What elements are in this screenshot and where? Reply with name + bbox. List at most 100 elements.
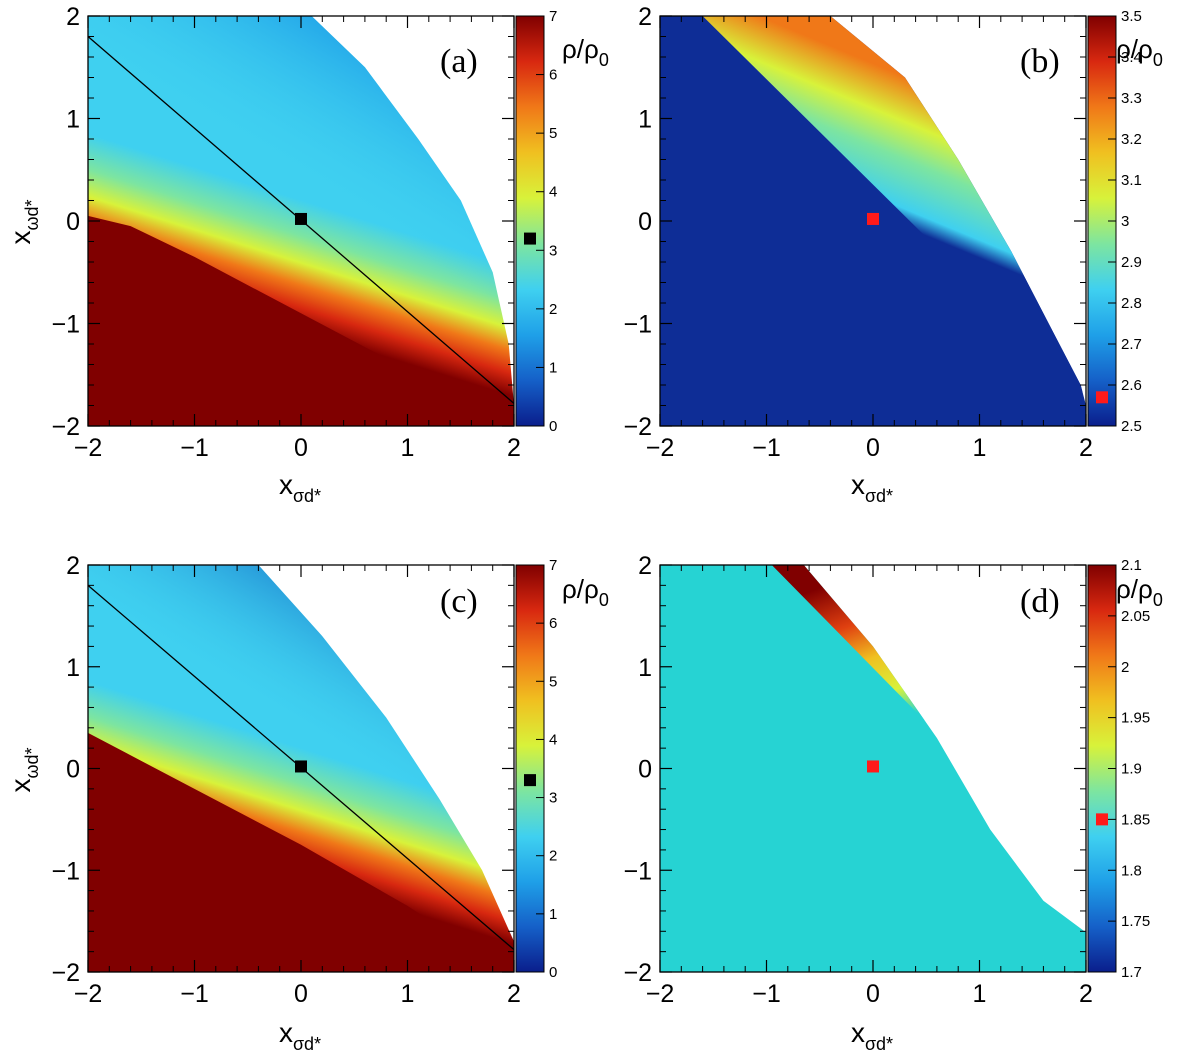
x-tick-label-c: 1 <box>401 980 415 1008</box>
colorbar-tick-label-b: 2.7 <box>1121 336 1142 353</box>
y-tick-label-b: −1 <box>623 311 652 339</box>
x-tick-label-a: 0 <box>294 434 308 462</box>
y-tick-label-c: −1 <box>51 857 80 885</box>
x-tick-label-d: 0 <box>866 980 880 1008</box>
x-axis-title-a: xσd* <box>279 469 321 506</box>
x-tick-label-a: 2 <box>507 434 521 462</box>
colorbar-tick-label-a: 1 <box>549 359 557 376</box>
y-tick-label-d: −2 <box>623 959 652 987</box>
colorbar-tick-label-d: 1.8 <box>1121 862 1142 879</box>
colorbar-tick-label-b: 3.3 <box>1121 90 1142 107</box>
colorbar-tick-label-c: 3 <box>549 790 557 807</box>
panel-c-heatmap: (c) ρ/ρ0 xωd* xσd* −2 −1 0 1 2 −2 −1 0 1 2 0 1 2 3 4 5 6… <box>5 552 609 1054</box>
reference-point-marker-c <box>295 760 307 773</box>
x-tick-label-d: 1 <box>973 980 987 1008</box>
colorbar-tick-label-b: 3.2 <box>1121 131 1142 148</box>
colorbar-marker-b <box>1096 391 1108 404</box>
colorbar-tick-label-a: 2 <box>549 301 557 318</box>
panel-d-heatmap: (d) ρ/ρ0 xσd* −2 −1 0 1 2 −2 −1 0 1 2 1.7 1.75 1.8 1.… <box>623 552 1162 1054</box>
colorbar-tick-label-b: 2.9 <box>1121 254 1142 271</box>
y-tick-label-a: 1 <box>66 106 80 134</box>
y-tick-label-b: 2 <box>638 3 652 31</box>
panel-tag-d: (d) <box>1020 583 1060 620</box>
colorbar-tick-label-c: 4 <box>549 731 557 748</box>
gradient-band-b <box>702 16 1086 396</box>
colorbar-a <box>516 16 544 426</box>
colorbar-tick-label-b: 2.6 <box>1121 377 1142 394</box>
colorbar-tick-label-a: 4 <box>549 184 557 201</box>
colorbar-tick-label-a: 6 <box>549 67 557 84</box>
colorbar-tick-label-b: 3.4 <box>1121 49 1142 66</box>
x-axis-title-d: xσd* <box>851 1017 893 1054</box>
x-tick-label-c: −2 <box>74 980 103 1008</box>
colorbar-tick-label-c: 0 <box>549 964 557 981</box>
reference-point-marker-b <box>867 212 879 225</box>
colorbar-label-b: ρ/ρ0 <box>1116 34 1163 70</box>
colorbar-tick-label-a: 5 <box>549 125 557 142</box>
y-tick-label-c: 1 <box>66 654 80 682</box>
saturated-region-c <box>88 732 514 972</box>
colorbar-tick-label-b: 2.8 <box>1121 295 1142 312</box>
x-tick-label-b: 2 <box>1079 434 1093 462</box>
x-tick-label-a: −2 <box>74 434 103 462</box>
colorbar-label-d: ρ/ρ0 <box>1116 574 1163 610</box>
colorbar-tick-label-c: 1 <box>549 906 557 923</box>
colorbar-marker-d <box>1096 813 1108 826</box>
colorbar-tick-label-a: 7 <box>549 8 557 25</box>
x-tick-label-d: 2 <box>1079 980 1093 1008</box>
colorbar-tick-label-d: 1.85 <box>1121 811 1150 828</box>
x-tick-label-d: −2 <box>646 980 675 1008</box>
x-tick-label-a: −1 <box>180 434 209 462</box>
y-tick-label-d: 1 <box>638 654 652 682</box>
y-axis-title-c: xωd* <box>5 747 42 792</box>
y-tick-label-a: 2 <box>66 3 80 31</box>
y-tick-label-a: −1 <box>51 311 80 339</box>
colorbar-tick-label-a: 3 <box>549 242 557 259</box>
colorbar-marker-c <box>524 774 536 787</box>
colorbar-label-c: ρ/ρ0 <box>562 574 609 610</box>
colorbar-tick-label-a: 0 <box>549 418 557 435</box>
panel-tag-a: (a) <box>440 43 478 80</box>
panel-b-heatmap: (b) ρ/ρ0 xσd* −2 −1 0 1 2 −2 −1 0 1 2 2.5 2.6 2.7 2.8… <box>623 3 1162 506</box>
colorbar-frame-a <box>515 15 545 427</box>
colorbar-tick-label-d: 1.9 <box>1121 761 1142 778</box>
colorbar-tick-label-c: 7 <box>549 557 557 574</box>
x-tick-label-b: 1 <box>973 434 987 462</box>
x-tick-label-b: −2 <box>646 434 675 462</box>
colorbar-marker-a <box>524 232 536 245</box>
colorbar-tick-label-b: 3 <box>1121 213 1129 230</box>
y-tick-label-a: −2 <box>51 413 80 441</box>
x-tick-label-a: 1 <box>401 434 415 462</box>
colorbar-tick-label-c: 5 <box>549 673 557 690</box>
y-tick-label-c: 2 <box>66 552 80 580</box>
x-tick-label-c: 0 <box>294 980 308 1008</box>
y-tick-label-d: 0 <box>638 756 652 784</box>
y-tick-label-c: 0 <box>66 756 80 784</box>
y-axis-title-a: xωd* <box>5 199 42 244</box>
colorbar-tick-label-d: 1.95 <box>1121 710 1150 727</box>
colorbar-tick-label-c: 2 <box>549 848 557 865</box>
colorbar-tick-label-d: 1.75 <box>1121 913 1150 930</box>
x-tick-label-c: −1 <box>180 980 209 1008</box>
colorbar-tick-label-b: 3.5 <box>1121 8 1142 25</box>
x-tick-label-d: −1 <box>752 980 781 1008</box>
y-tick-label-b: 0 <box>638 208 652 236</box>
x-axis-title-c: xσd* <box>279 1017 321 1054</box>
y-tick-label-a: 0 <box>66 208 80 236</box>
colorbar-tick-label-b: 2.5 <box>1121 418 1142 435</box>
panel-tag-c: (c) <box>440 583 478 620</box>
colorbar-label-a: ρ/ρ0 <box>562 34 609 70</box>
colorbar-tick-label-d: 2.1 <box>1121 557 1142 574</box>
reference-point-marker-a <box>295 212 307 225</box>
colorbar-tick-label-d: 1.7 <box>1121 964 1142 981</box>
colorbar-tick-label-c: 6 <box>549 615 557 632</box>
reference-point-marker-d <box>867 760 879 773</box>
x-tick-label-b: −1 <box>752 434 781 462</box>
y-tick-label-d: −1 <box>623 857 652 885</box>
x-tick-label-b: 0 <box>866 434 880 462</box>
colorbar-frame-c <box>515 564 545 973</box>
colorbar-tick-label-d: 2 <box>1121 659 1129 676</box>
colorbar-c <box>516 565 544 972</box>
x-axis-title-b: xσd* <box>851 469 893 506</box>
